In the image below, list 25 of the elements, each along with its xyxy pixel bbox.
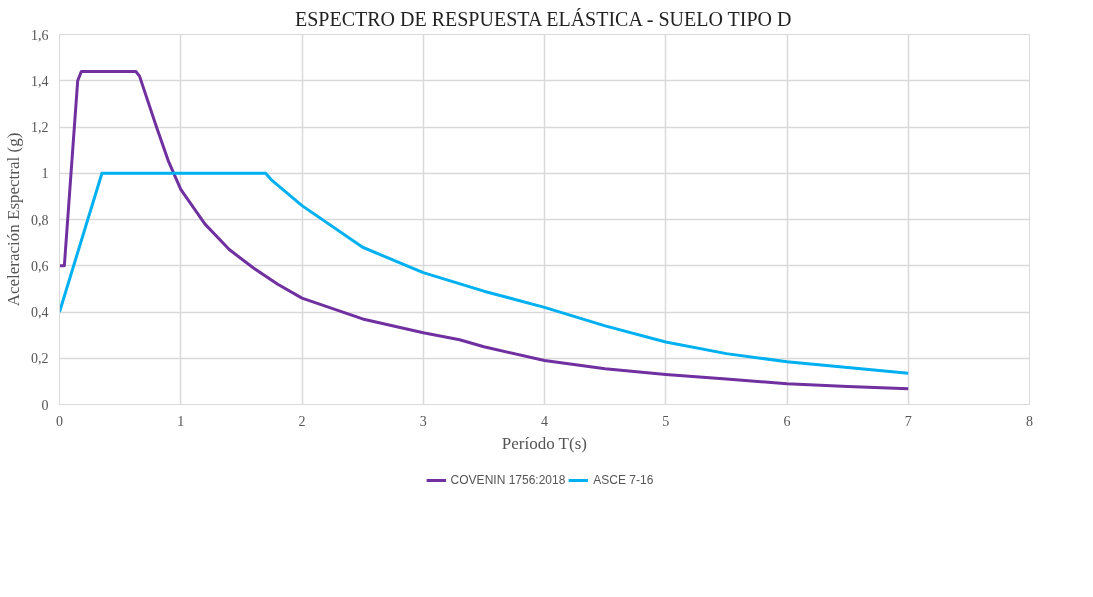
y-tick-label: 1,2 — [31, 120, 49, 135]
y-axis-title: Aceleración Espectral (g) — [4, 132, 23, 307]
x-tick-label: 2 — [298, 413, 306, 429]
x-tick-label: 3 — [419, 413, 427, 429]
y-tick-label: 1 — [41, 166, 49, 182]
x-tick-label: 0 — [56, 413, 63, 429]
x-tick-label: 7 — [904, 413, 912, 429]
x-tick-label: 5 — [662, 413, 670, 429]
line-series — [59, 70, 910, 391]
y-tick-label: 1,6 — [31, 27, 49, 43]
legend-label: COVENIN 1756:2018 — [450, 473, 566, 487]
x-axis-title: Período T(s) — [501, 433, 587, 453]
x-tick-label: 4 — [541, 413, 548, 429]
legend-label: ASCE 7-16 — [593, 473, 654, 487]
y-tick-label: 1,4 — [31, 73, 49, 89]
chart-title: ESPECTRO DE RESPUESTA ELÁSTICA - SUELO TIPO D — [295, 7, 792, 30]
y-tick-label: 0 — [41, 397, 49, 413]
y-tick-label: 0,2 — [31, 351, 49, 367]
y-tick-label: 0,6 — [31, 258, 49, 274]
y-tick-label: 0,8 — [31, 212, 49, 228]
x-tick-label: 8 — [1026, 413, 1033, 429]
x-tick-label: 6 — [783, 413, 791, 429]
y-tick-label: 0,4 — [31, 305, 49, 320]
line-series — [59, 171, 910, 375]
x-tick-label: 1 — [177, 413, 185, 429]
